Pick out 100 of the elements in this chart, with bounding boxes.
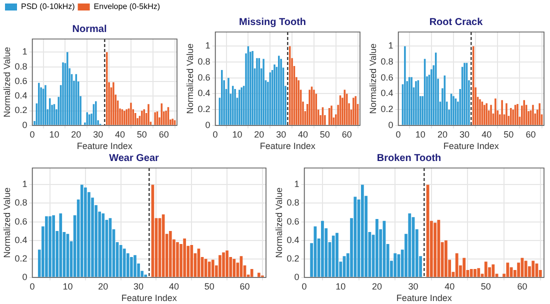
bar — [444, 240, 448, 277]
y-tick-label: 0 — [22, 272, 28, 282]
y-tick-label: 0.2 — [14, 253, 28, 264]
x-tick-label: 20 — [254, 129, 264, 140]
x-tick-label: 0 — [30, 281, 35, 292]
y-tick-label: 0 — [388, 120, 394, 130]
x-tick-label: 50 — [320, 129, 330, 140]
y-tick-label: 0 — [205, 120, 210, 130]
x-tick-label: 30 — [93, 129, 104, 140]
bar — [45, 216, 48, 277]
x-axis-title: Feature Index — [76, 141, 133, 152]
x-axis-title: Feature Index — [396, 293, 452, 304]
x-tick-label: 50 — [504, 129, 514, 140]
bar — [477, 268, 480, 277]
legend-label: Envelope (0-5kHz) — [94, 2, 160, 12]
y-tick-label: 1 — [388, 40, 394, 51]
y-tick-label: 0.8 — [286, 198, 300, 208]
x-tick-label: 50 — [204, 281, 214, 292]
x-tick-label: 30 — [460, 129, 470, 140]
bar — [168, 231, 172, 277]
x-tick-label: 10 — [49, 129, 60, 140]
x-axis-title: Feature Index — [443, 141, 500, 152]
x-tick-label: 60 — [158, 129, 169, 140]
y-axis-title: Normalized Value — [274, 188, 284, 258]
x-tick-label: 60 — [240, 281, 250, 292]
x-tick-label: 20 — [437, 129, 448, 140]
y-tick-label: 0 — [22, 120, 28, 130]
y-tick-label: 1 — [205, 40, 210, 51]
bar — [122, 248, 126, 277]
bar — [250, 269, 254, 277]
bar — [134, 255, 136, 277]
y-tick-label: 1 — [22, 179, 28, 190]
x-tick-label: 40 — [114, 129, 126, 140]
bar — [176, 242, 179, 277]
x-tick-label: 40 — [482, 129, 492, 140]
bar — [59, 213, 62, 277]
bar — [258, 272, 260, 277]
bar — [218, 255, 222, 277]
y-tick-label: 0.8 — [14, 198, 28, 208]
y-axis-title: Normalized Value — [2, 47, 12, 118]
y-axis-title: Normalized Value — [368, 44, 378, 114]
bar — [211, 260, 214, 277]
y-tick-label: 1 — [294, 179, 300, 190]
bar — [102, 213, 105, 277]
y-tick-label: 0.2 — [380, 104, 394, 114]
y-tick-label: 0.6 — [198, 72, 210, 82]
bar — [183, 238, 186, 277]
bar — [321, 220, 324, 277]
bar — [394, 253, 397, 277]
bar — [434, 222, 437, 277]
y-tick-label: 0.6 — [14, 76, 28, 86]
chart-title: Root Crack — [429, 16, 484, 28]
bar — [226, 250, 228, 277]
x-tick-label: 0 — [302, 281, 307, 292]
x-tick-label: 40 — [168, 281, 179, 292]
x-tick-label: 0 — [30, 129, 35, 140]
bar — [336, 232, 338, 277]
x-tick-label: 40 — [444, 281, 455, 292]
legend-label: PSD (0-10kHz) — [21, 2, 76, 12]
bar — [375, 218, 378, 277]
bar — [532, 260, 535, 277]
y-tick-label: 0.6 — [286, 216, 300, 226]
bar — [52, 215, 55, 277]
y-tick-label: 0.8 — [14, 61, 28, 72]
bar — [437, 220, 440, 277]
x-tick-label: 20 — [372, 281, 382, 292]
x-tick-label: 60 — [526, 129, 536, 140]
y-tick-label: 0.4 — [14, 90, 28, 101]
bar — [232, 258, 236, 277]
y-tick-label: 0.2 — [286, 253, 300, 264]
x-tick-label: 10 — [62, 281, 73, 292]
chart-title: Wear Gear — [109, 152, 160, 164]
x-tick-label: 40 — [298, 129, 308, 140]
y-tick-label: 1 — [22, 46, 28, 57]
x-tick-label: 60 — [517, 281, 528, 292]
bar — [80, 184, 84, 277]
x-tick-label: 20 — [71, 129, 82, 140]
x-axis-title: Feature Index — [260, 141, 316, 152]
y-tick-label: 0.2 — [14, 105, 28, 116]
bar — [354, 196, 357, 277]
y-tick-label: 0.8 — [380, 56, 394, 67]
x-tick-label: 50 — [136, 129, 147, 140]
x-tick-label: 60 — [342, 129, 352, 140]
bar — [222, 252, 225, 277]
x-tick-label: 30 — [276, 129, 286, 140]
bar — [470, 269, 473, 277]
bar — [462, 258, 466, 277]
bar — [332, 236, 335, 277]
bar — [474, 269, 476, 277]
x-tick-label: 10 — [415, 129, 426, 140]
bar — [455, 253, 458, 277]
bar — [492, 264, 495, 277]
y-tick-label: 0.8 — [198, 56, 210, 67]
chart-title: Normal — [72, 24, 107, 35]
y-tick-label: 0 — [294, 272, 300, 282]
y-tick-label: 0.4 — [380, 88, 394, 98]
bar — [484, 262, 488, 277]
x-tick-label: 0 — [212, 129, 218, 140]
x-tick-label: 10 — [336, 281, 346, 292]
bar — [130, 257, 133, 277]
